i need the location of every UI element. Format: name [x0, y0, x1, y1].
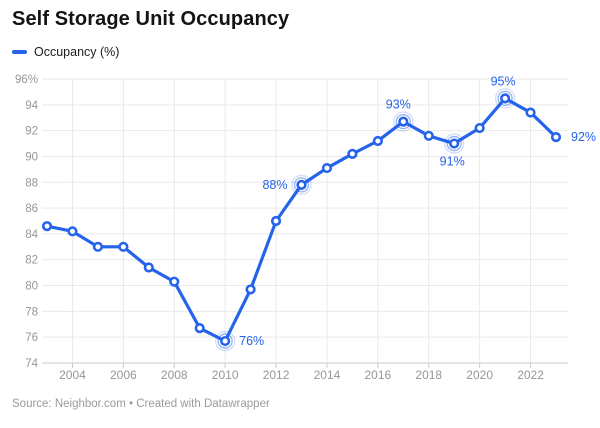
- svg-text:84: 84: [25, 229, 38, 241]
- svg-text:76%: 76%: [239, 334, 264, 348]
- svg-text:91%: 91%: [440, 155, 465, 169]
- legend: Occupancy (%): [12, 45, 119, 59]
- svg-text:2008: 2008: [161, 368, 188, 382]
- page-title: Self Storage Unit Occupancy: [12, 8, 290, 30]
- svg-text:2010: 2010: [212, 368, 239, 382]
- svg-text:2022: 2022: [517, 368, 544, 382]
- svg-text:96%: 96%: [15, 74, 38, 86]
- svg-text:2014: 2014: [314, 368, 341, 382]
- legend-label: Occupancy (%): [34, 45, 120, 59]
- svg-text:2018: 2018: [415, 368, 442, 382]
- svg-text:76: 76: [25, 332, 38, 344]
- svg-text:86: 86: [25, 203, 38, 215]
- svg-text:2012: 2012: [263, 368, 290, 382]
- line-swatch-icon: [12, 50, 27, 54]
- svg-text:93%: 93%: [386, 98, 411, 112]
- svg-text:95%: 95%: [491, 74, 516, 88]
- svg-text:78: 78: [25, 306, 38, 318]
- source-attribution: Source: Neighbor.com • Created with Data…: [12, 398, 270, 410]
- svg-text:92: 92: [25, 126, 38, 138]
- svg-text:74: 74: [25, 358, 38, 370]
- svg-text:2006: 2006: [110, 368, 137, 382]
- svg-text:90: 90: [25, 151, 38, 163]
- svg-text:88%: 88%: [262, 178, 287, 192]
- occupancy-line-chart: 96% 94 92 90 88 86 84 82 80 78 76 74 2004 2006 2008 201…: [15, 74, 596, 382]
- svg-text:2020: 2020: [466, 368, 493, 382]
- svg-text:88: 88: [25, 177, 38, 189]
- svg-text:2004: 2004: [59, 368, 86, 382]
- svg-text:92%: 92%: [571, 130, 596, 144]
- svg-text:80: 80: [25, 281, 38, 293]
- svg-text:94: 94: [25, 100, 38, 112]
- svg-text:2016: 2016: [364, 368, 391, 382]
- svg-text:82: 82: [25, 255, 38, 267]
